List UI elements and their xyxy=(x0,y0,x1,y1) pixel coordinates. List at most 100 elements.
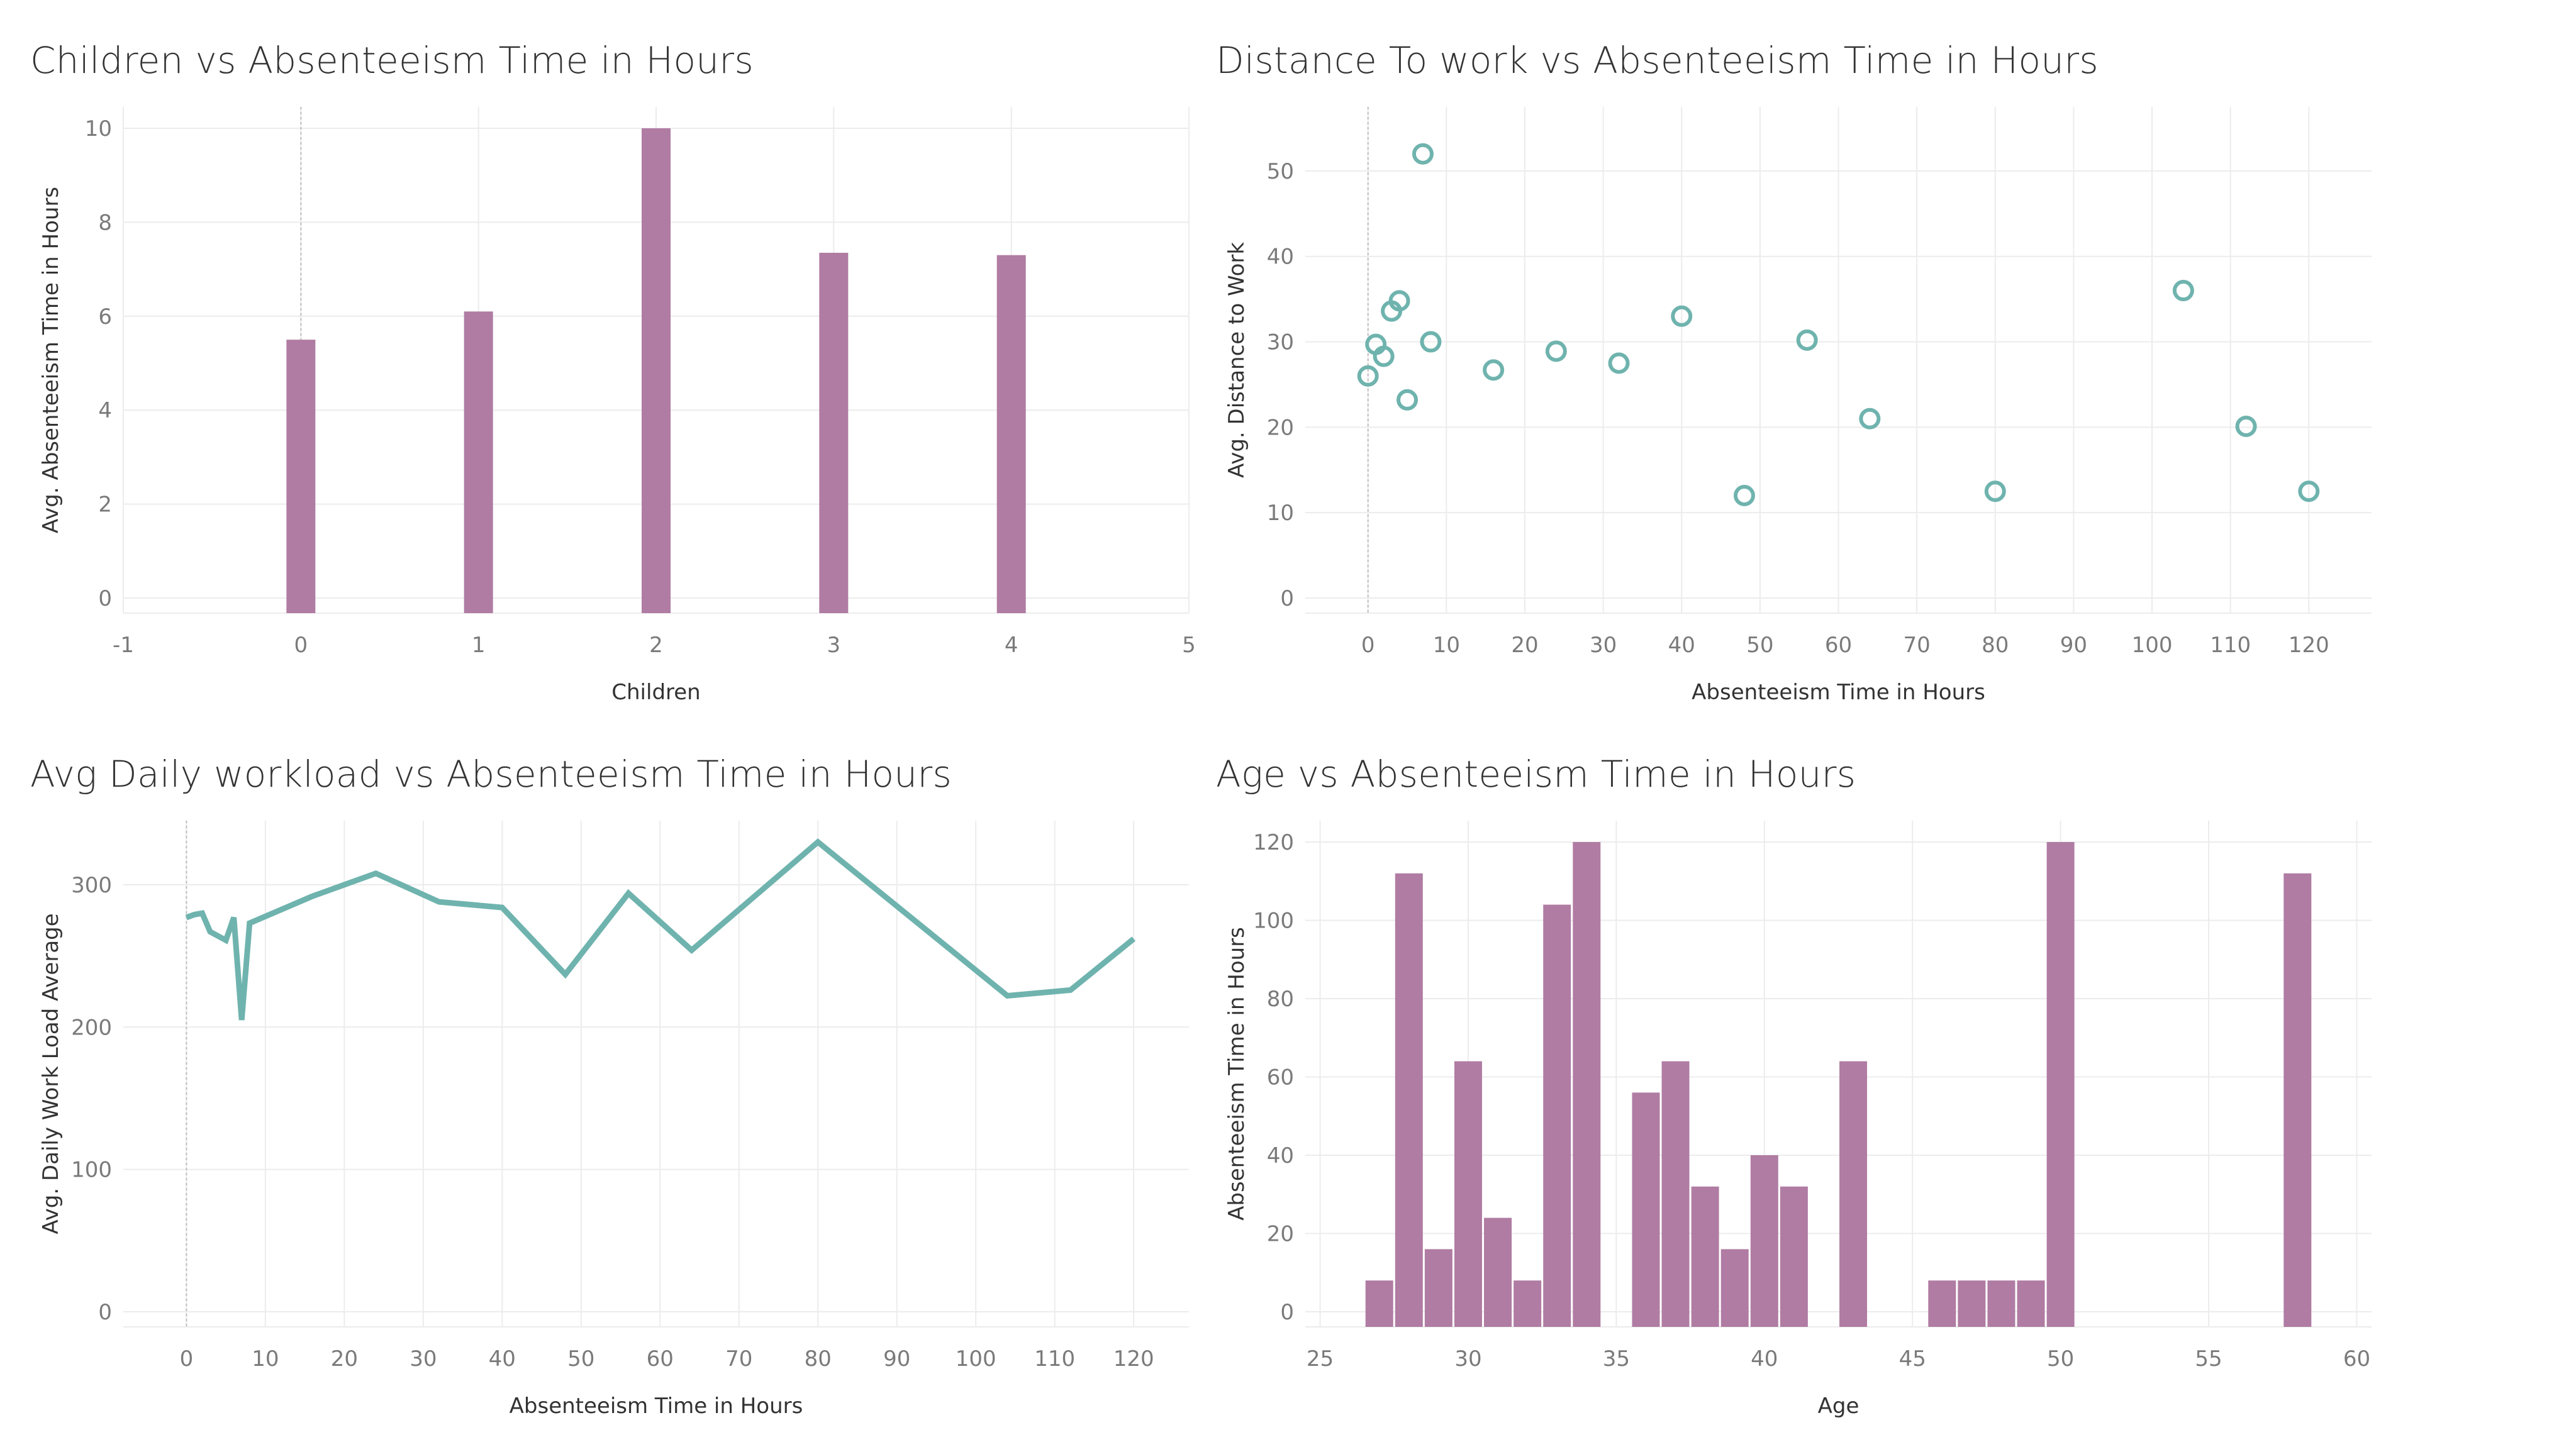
y-axis-title: Absenteeism Time in Hours xyxy=(1224,927,1249,1221)
y-tick-label: 10 xyxy=(1267,501,1294,526)
x-tick-label: 5 xyxy=(1182,633,1196,658)
bar xyxy=(1365,1280,1393,1327)
x-tick-label: 50 xyxy=(1746,633,1773,658)
children-chart-panel: Children vs Absenteeism Time in Hours -1… xyxy=(0,0,1288,723)
x-tick-label: 110 xyxy=(2210,633,2251,658)
x-tick-label: 45 xyxy=(1899,1346,1926,1372)
y-tick-label: 20 xyxy=(1267,1222,1294,1247)
workload-chart: 0 10 20 30 40 50 60 70 80 90 100 110 120 0 100 200 300 Ab… xyxy=(38,821,1189,1419)
scatter-point xyxy=(2172,280,2194,302)
scatter-point xyxy=(1483,359,1505,381)
scatter-point xyxy=(1388,290,1410,312)
x-tick-label: 0 xyxy=(180,1346,194,1372)
x-tick-label: 4 xyxy=(1005,633,1018,658)
scatter-point xyxy=(1357,365,1379,387)
y-axis-title: Avg. Daily Work Load Average xyxy=(38,913,64,1234)
bar xyxy=(1928,1280,1956,1327)
x-axis-title: Absenteeism Time in Hours xyxy=(510,1394,803,1419)
bar xyxy=(1395,873,1423,1327)
distance-chart: 0 10 20 30 40 50 60 70 80 90 100 110 120 0 10 20 30 40 50 A… xyxy=(1224,107,2372,705)
scatter-point xyxy=(1859,407,1881,430)
y-tick-label: 10 xyxy=(85,116,112,141)
x-tick-label: 100 xyxy=(956,1346,996,1372)
bar xyxy=(1632,1092,1660,1327)
scatter-point xyxy=(1420,331,1442,353)
x-tick-label: 100 xyxy=(2132,633,2173,658)
y-tick-label: 200 xyxy=(71,1015,112,1040)
x-tick-label: 0 xyxy=(1361,633,1375,658)
x-tick-label: 30 xyxy=(1590,633,1617,658)
x-tick-label: 50 xyxy=(2047,1346,2074,1372)
y-tick-label: 30 xyxy=(1267,330,1294,355)
bar xyxy=(1573,842,1601,1327)
x-tick-label: 25 xyxy=(1307,1346,1334,1372)
bar xyxy=(1661,1061,1690,1327)
x-tick-label: 120 xyxy=(1113,1346,1154,1372)
x-tick-label: 20 xyxy=(331,1346,358,1372)
workload-chart-title: Avg Daily workload vs Absenteeism Time i… xyxy=(30,753,952,796)
x-tick-label: 50 xyxy=(567,1346,594,1372)
scatter-point xyxy=(1397,389,1419,411)
bar xyxy=(1780,1186,1808,1327)
x-tick-label: 70 xyxy=(725,1346,752,1372)
series-line xyxy=(185,838,1136,1021)
children-chart-title: Children vs Absenteeism Time in Hours xyxy=(30,39,754,82)
x-axis-title: Children xyxy=(611,680,700,705)
x-tick-label: 30 xyxy=(1454,1346,1481,1372)
bar xyxy=(1839,1061,1868,1327)
y-tick-label: 40 xyxy=(1267,1143,1294,1168)
scatter-point xyxy=(1671,305,1693,327)
scatter-point xyxy=(1608,352,1630,374)
x-tick-label: 10 xyxy=(252,1346,279,1372)
bar xyxy=(1958,1280,1986,1327)
x-tick-label: 80 xyxy=(805,1346,832,1372)
x-tick-label: 55 xyxy=(2195,1346,2222,1372)
distance-chart-panel: Distance To work vs Absenteeism Time in … xyxy=(1186,0,2473,723)
y-tick-label: 0 xyxy=(1280,586,1294,611)
age-chart-title: Age vs Absenteeism Time in Hours xyxy=(1216,753,1856,796)
distance-chart-title: Distance To work vs Absenteeism Time in … xyxy=(1216,39,2099,82)
bar xyxy=(2046,842,2075,1327)
workload-chart-panel: Avg Daily workload vs Absenteeism Time i… xyxy=(0,714,1288,1437)
bar xyxy=(819,252,849,614)
x-tick-label: 90 xyxy=(883,1346,910,1372)
x-tick-label: 70 xyxy=(1903,633,1930,658)
x-tick-label: 90 xyxy=(2060,633,2087,658)
x-tick-label: 40 xyxy=(1751,1346,1778,1372)
bar xyxy=(1720,1249,1749,1327)
x-tick-label: 20 xyxy=(1511,633,1538,658)
bar xyxy=(1987,1280,2016,1327)
age-chart: 25 30 35 40 45 50 55 60 0 20 40 60 80 100 120 Age Absent… xyxy=(1224,821,2372,1419)
y-tick-label: 40 xyxy=(1267,245,1294,270)
y-tick-label: 100 xyxy=(1253,909,1294,934)
bar xyxy=(1543,904,1571,1327)
bar xyxy=(1454,1061,1482,1327)
y-tick-label: 80 xyxy=(1267,987,1294,1012)
scatter-point xyxy=(1984,480,2006,502)
scatter-point xyxy=(1412,143,1434,165)
scatter-point xyxy=(2298,480,2320,502)
x-tick-label: 60 xyxy=(2343,1346,2370,1372)
y-tick-label: 2 xyxy=(98,492,112,518)
y-tick-label: 100 xyxy=(71,1158,112,1183)
x-tick-label: 40 xyxy=(1668,633,1695,658)
scatter-point xyxy=(1733,485,1755,507)
x-tick-label: 1 xyxy=(472,633,486,658)
y-tick-label: 6 xyxy=(98,304,112,330)
y-axis-title: Avg. Distance to Work xyxy=(1224,242,1249,478)
y-tick-label: 8 xyxy=(98,210,112,235)
scatter-point xyxy=(1545,340,1567,362)
age-chart-panel: Age vs Absenteeism Time in Hours 25 30 35 4… xyxy=(1186,714,2473,1437)
y-tick-label: 50 xyxy=(1267,159,1294,184)
bar xyxy=(642,128,671,613)
bar xyxy=(1424,1249,1452,1327)
y-tick-label: 0 xyxy=(98,1300,112,1325)
x-axis-title: Age xyxy=(1818,1394,1860,1419)
y-tick-label: 20 xyxy=(1267,415,1294,440)
y-tick-label: 0 xyxy=(1280,1300,1294,1325)
y-axis-title: Avg. Absenteeism Time in Hours xyxy=(38,187,64,533)
y-tick-label: 0 xyxy=(98,586,112,611)
x-tick-label: 120 xyxy=(2289,633,2329,658)
bar xyxy=(1514,1280,1542,1327)
